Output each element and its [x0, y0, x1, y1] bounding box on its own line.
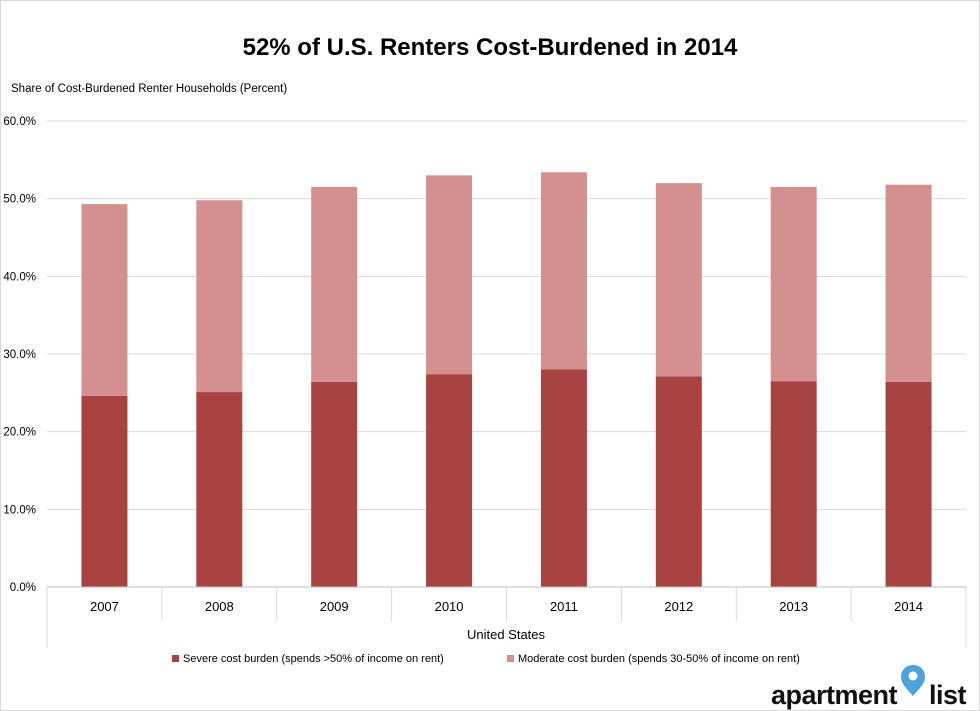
- brand-logo: apartment list: [771, 665, 967, 710]
- x-category-label: 2013: [779, 599, 808, 614]
- bar-segment-severe-2014: [885, 381, 932, 587]
- legend-swatch: [507, 655, 514, 662]
- bar-segment-moderate-2008: [196, 200, 243, 393]
- bars: [81, 172, 932, 587]
- bar-segment-severe-2011: [540, 369, 587, 587]
- y-axis-ticks: 0.0% 10.0% 20.0% 30.0% 40.0% 50.0% 60.0%: [3, 116, 36, 594]
- y-tick-label: 10.0%: [3, 504, 36, 516]
- x-axis: [46, 586, 967, 648]
- y-tick-label: 0.0%: [10, 582, 36, 594]
- y-tick-label: 60.0%: [3, 116, 36, 128]
- x-axis-categories: 2007 2008 2009 2010 2011 2012 2013 2014: [90, 599, 923, 614]
- y-tick-label: 30.0%: [3, 349, 36, 361]
- chart-title: 52% of U.S. Renters Cost-Burdened in 201…: [243, 34, 738, 61]
- y-tick-label: 20.0%: [3, 427, 36, 439]
- y-tick-label: 50.0%: [3, 194, 36, 206]
- bar-segment-moderate-2013: [770, 187, 817, 382]
- legend-label: Moderate cost burden (spends 30-50% of i…: [518, 653, 800, 665]
- bar-segment-moderate-2012: [655, 183, 702, 377]
- brand-wordmark-left: apartment: [771, 680, 898, 710]
- bar-segment-moderate-2007: [81, 204, 128, 396]
- legend: Severe cost burden (spends >50% of incom…: [172, 653, 800, 665]
- bar-segment-severe-2012: [655, 376, 702, 587]
- y-tick-label: 40.0%: [3, 271, 36, 283]
- bar-segment-moderate-2009: [311, 187, 358, 382]
- bar-segment-severe-2013: [770, 381, 817, 587]
- bar-segment-severe-2007: [81, 395, 128, 587]
- map-pin-icon: [901, 665, 925, 696]
- x-category-label: 2012: [664, 599, 693, 614]
- bar-segment-severe-2010: [426, 374, 473, 587]
- x-category-label: 2014: [894, 599, 923, 614]
- y-axis-label: Share of Cost-Burdened Renter Households…: [11, 83, 287, 95]
- bar-segment-moderate-2011: [540, 172, 587, 370]
- x-category-label: 2009: [320, 599, 349, 614]
- x-axis-label: United States: [467, 627, 546, 642]
- bar-segment-moderate-2010: [426, 175, 473, 375]
- bar-segment-moderate-2014: [885, 184, 932, 382]
- x-category-label: 2008: [205, 599, 234, 614]
- bar-segment-severe-2009: [311, 381, 358, 587]
- x-category-label: 2011: [550, 599, 578, 614]
- bar-segment-severe-2008: [196, 392, 243, 587]
- x-category-label: 2007: [90, 599, 119, 614]
- legend-swatch: [172, 655, 179, 662]
- gridlines: [47, 120, 966, 588]
- brand-wordmark-right: list: [929, 680, 967, 710]
- x-category-label: 2010: [435, 599, 464, 614]
- legend-label: Severe cost burden (spends >50% of incom…: [183, 653, 444, 665]
